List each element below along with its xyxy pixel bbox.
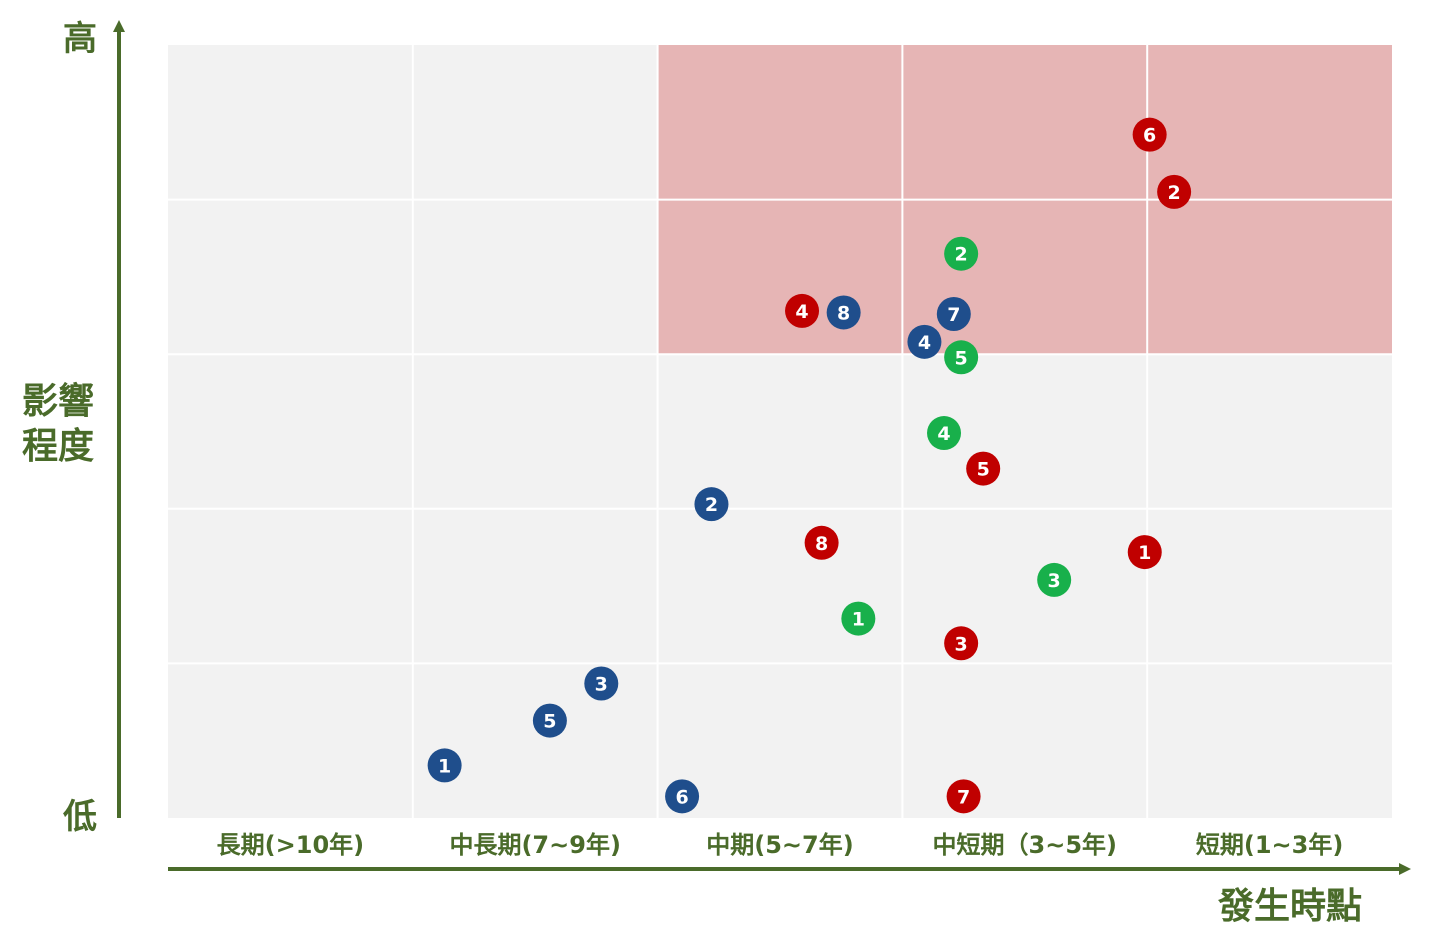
data-point-label: 5: [543, 711, 556, 733]
data-point-label: 5: [977, 459, 990, 481]
y-low-label: 低: [63, 797, 97, 837]
data-point-label: 1: [438, 755, 451, 777]
data-point-label: 8: [815, 533, 828, 555]
data-point: 4: [785, 293, 820, 328]
data-point-marker: [946, 779, 981, 814]
data-point-marker: [841, 601, 876, 636]
data-point: 5: [532, 703, 567, 738]
y-axis-title: 影響程度: [22, 380, 94, 467]
data-point-label: 5: [955, 347, 968, 369]
data-point: 8: [804, 525, 839, 560]
x-tick-label: 短期(1~3年): [1196, 831, 1343, 859]
data-point: 2: [1157, 174, 1192, 209]
x-tick-label: 中期(5~7年): [706, 831, 853, 859]
data-point: 6: [1132, 117, 1167, 152]
data-point-marker: [694, 487, 729, 522]
data-point: 5: [966, 451, 1001, 486]
data-point-marker: [826, 295, 861, 330]
data-point-label: 4: [918, 332, 931, 354]
x-category-labels: 長期(>10年) 中長期(7~9年) 中期(5~7年) 中短期（3~5年) 短期(1~3…: [217, 831, 1344, 859]
data-point: 2: [944, 236, 979, 271]
data-point-label: 3: [595, 673, 608, 695]
data-point-label: 2: [705, 494, 718, 516]
data-point-marker: [907, 324, 942, 359]
data-point: 2: [694, 487, 729, 522]
data-point-marker: [804, 525, 839, 560]
data-point-marker: [532, 703, 567, 738]
data-point-label: 4: [795, 301, 808, 323]
data-point-marker: [944, 626, 979, 661]
data-point-marker: [927, 416, 962, 451]
data-points: 1 2 3 4 5 6 7 8 1 2 3 4 5 6 7 8 1 2 3 4 5: [427, 117, 1192, 814]
data-point-label: 8: [837, 302, 850, 324]
data-point-marker: [944, 340, 979, 375]
data-point-label: 7: [957, 786, 970, 808]
data-point: 1: [1127, 535, 1162, 570]
data-point: 3: [944, 626, 979, 661]
data-point-marker: [427, 748, 462, 783]
data-point: 5: [944, 340, 979, 375]
data-point: 4: [907, 324, 942, 359]
data-point-label: 2: [955, 244, 968, 266]
data-point-marker: [966, 451, 1001, 486]
data-point: 4: [927, 416, 962, 451]
data-point: 7: [946, 779, 981, 814]
data-point-label: 2: [1168, 182, 1181, 204]
data-point-marker: [584, 666, 619, 701]
data-point-marker: [665, 779, 700, 814]
data-point: 1: [841, 601, 876, 636]
data-point-label: 3: [955, 633, 968, 655]
data-point: 8: [826, 295, 861, 330]
data-point-label: 1: [852, 609, 865, 631]
data-point-marker: [1037, 562, 1072, 597]
data-point-marker: [1127, 535, 1162, 570]
data-point: 1: [427, 748, 462, 783]
data-point-label: 1: [1138, 542, 1151, 564]
data-point: 3: [1037, 562, 1072, 597]
x-tick-label: 長期(>10年): [217, 831, 364, 859]
data-point-marker: [944, 236, 979, 271]
data-point-label: 3: [1048, 570, 1061, 592]
x-axis-title: 發生時點: [1217, 886, 1362, 927]
y-high-label: 高: [63, 19, 97, 59]
data-point-marker: [785, 293, 820, 328]
x-tick-label: 中長期(7~9年): [449, 831, 620, 859]
data-point: 3: [584, 666, 619, 701]
data-point-label: 7: [947, 304, 960, 326]
x-tick-label: 中短期（3~5年): [933, 831, 1117, 859]
data-point-marker: [1157, 174, 1192, 209]
data-point-label: 6: [1143, 125, 1156, 147]
data-point-label: 6: [675, 786, 688, 808]
data-point: 7: [936, 297, 971, 332]
data-point-marker: [1132, 117, 1167, 152]
data-point-label: 4: [937, 423, 950, 445]
data-point: 6: [665, 779, 700, 814]
data-point-marker: [936, 297, 971, 332]
